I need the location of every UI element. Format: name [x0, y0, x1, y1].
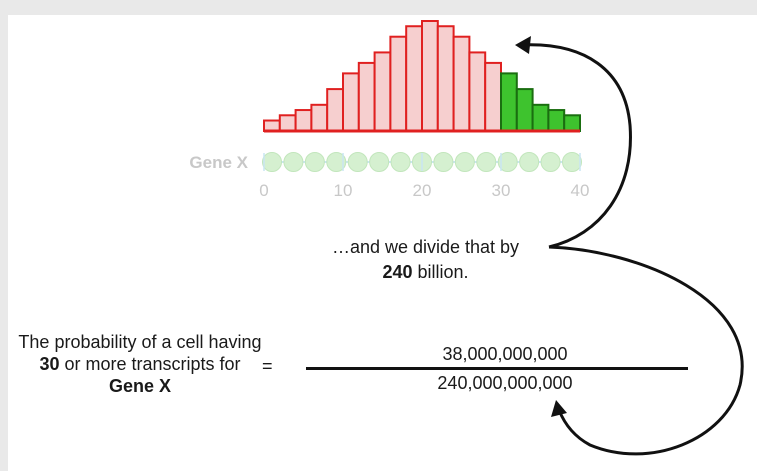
axis-tick-label: 40 — [571, 181, 590, 200]
histogram-bar-highlighted — [531, 103, 550, 132]
histogram-bar — [484, 61, 503, 132]
probability-label: The probability of a cell having 30 or m… — [15, 331, 265, 397]
prob-label-part2: or more transcripts for — [59, 354, 241, 374]
gene-axis: 0 10 20 30 40 Gene X — [189, 152, 590, 200]
histogram-bar — [294, 109, 313, 133]
axis-label: Gene X — [189, 153, 248, 172]
prob-label-part1: The probability of a cell having — [18, 332, 262, 352]
arrows — [515, 36, 744, 456]
sample-dot — [326, 152, 347, 172]
axis-tick-label: 30 — [492, 181, 511, 200]
arrow-head-denominator — [551, 400, 567, 417]
numerator: 38,000,000,000 — [442, 344, 568, 364]
sample-dot — [390, 152, 411, 172]
sample-dot — [519, 152, 540, 172]
caption-bold-number: 240 — [382, 262, 413, 282]
arrow-head-histogram — [515, 36, 531, 54]
sample-dot — [454, 152, 475, 172]
histogram-bar — [278, 114, 297, 132]
histogram-bar — [326, 88, 345, 132]
caption-line-1: …and we divide that by — [331, 237, 520, 257]
sample-dot — [476, 152, 497, 172]
caption-text: …and we divide that by 240 billion. — [283, 235, 568, 285]
prob-label-bold-gene: Gene X — [108, 376, 172, 396]
caption-line-2: 240 billion. — [283, 260, 568, 285]
histogram-bar — [373, 51, 392, 132]
histogram-bar — [389, 35, 408, 132]
histogram-bar — [357, 61, 376, 132]
sample-dot — [347, 152, 368, 172]
sample-dot — [433, 152, 454, 172]
histogram-bars — [263, 20, 582, 133]
histogram-bar — [468, 51, 487, 132]
fraction-line — [306, 367, 688, 370]
equals-sign: = — [262, 356, 273, 376]
axis-tick-label: 10 — [334, 181, 353, 200]
arrow-to-denominator — [548, 245, 744, 456]
axis-tick-label: 0 — [259, 181, 268, 200]
sample-dot — [540, 152, 561, 172]
sample-dot — [369, 152, 390, 172]
sample-dot — [497, 152, 518, 172]
histogram-bar-highlighted — [563, 114, 582, 132]
caption-rest: billion. — [412, 262, 469, 282]
histogram-bar — [263, 119, 281, 133]
arrow-to-histogram — [520, 43, 632, 249]
histogram-bar — [436, 25, 455, 132]
sample-dot — [283, 152, 304, 172]
histogram-bar — [452, 35, 471, 132]
histogram-bar — [342, 72, 360, 132]
histogram-bar — [421, 20, 439, 132]
axis-tick-label: 20 — [413, 181, 432, 200]
sample-dot — [562, 152, 582, 172]
prob-label-bold-30: 30 — [39, 354, 60, 374]
histogram-bar — [310, 103, 329, 132]
histogram-bar — [405, 25, 424, 132]
histogram-bar-highlighted — [500, 72, 518, 132]
histogram-bar-highlighted — [547, 109, 566, 133]
denominator: 240,000,000,000 — [437, 373, 573, 393]
sample-dot — [262, 152, 282, 172]
histogram-bar-highlighted — [515, 88, 534, 132]
sample-dot — [304, 152, 325, 172]
